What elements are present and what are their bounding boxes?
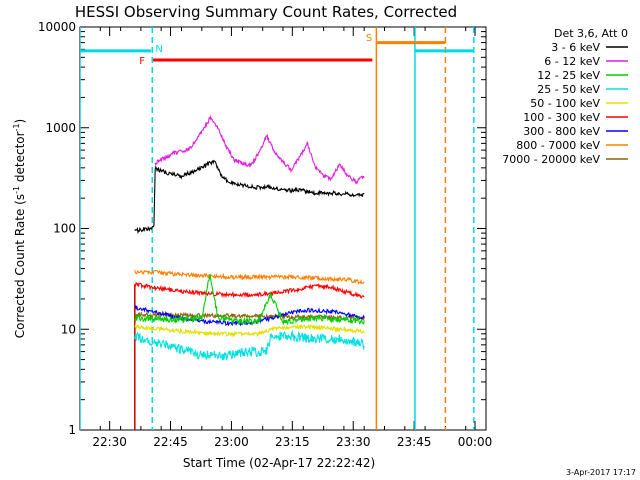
flag-label-N: N xyxy=(155,44,162,55)
series-line-100-300-keV xyxy=(134,281,365,299)
y-tick-label: 10000 xyxy=(38,20,76,34)
legend-label: 6 - 12 keV xyxy=(544,55,600,68)
legend-label: 25 - 50 keV xyxy=(537,83,600,96)
y-axis-label-part: -1 xyxy=(12,186,21,194)
series-line-6-12-keV xyxy=(154,114,365,185)
legend-label: 7000 - 20000 keV xyxy=(502,153,600,166)
chart-title: HESSI Observing Summary Count Rates, Cor… xyxy=(75,3,457,21)
y-axis-label-part: Corrected Count Rate (s xyxy=(13,194,27,338)
y-axis-label: Corrected Count Rate (s-1 detector-1) xyxy=(12,119,27,338)
x-tick-label: 00:00 xyxy=(458,435,493,449)
series-line-50-100-keV xyxy=(134,323,365,338)
y-tick-label: 10 xyxy=(61,322,76,336)
legend-header: Det 3,6, Att 0 xyxy=(554,27,628,40)
legend-label: 300 - 800 keV xyxy=(523,125,600,138)
y-axis-label-part: ) xyxy=(13,119,27,124)
x-tick-label: 23:30 xyxy=(336,435,371,449)
legend-label: 50 - 100 keV xyxy=(530,97,600,110)
x-tick-label: 23:45 xyxy=(397,435,432,449)
y-tick-label: 100 xyxy=(53,222,76,236)
plot-area: 1 10 100 1000 10000 22:30 22:45 23:00 23:15 23:30… xyxy=(12,20,492,449)
series-line-800-7000-keV xyxy=(134,269,365,285)
legend-label: 3 - 6 keV xyxy=(551,41,600,54)
legend-label: 12 - 25 keV xyxy=(537,69,600,82)
x-tick-label: 23:15 xyxy=(275,435,310,449)
flag-label-S: S xyxy=(366,33,372,44)
y-tick-label: 1 xyxy=(68,423,76,437)
y-tick-label: 1000 xyxy=(45,121,76,135)
series-line-3-6-keV xyxy=(134,159,365,235)
plot-frame xyxy=(79,26,487,431)
footer-date: 3-Apr-2017 17:17 xyxy=(566,468,636,477)
y-axis-label-part: detector xyxy=(13,131,27,186)
flag-label-F: F xyxy=(139,56,145,67)
legend-label: 800 - 7000 keV xyxy=(516,139,600,152)
data-layer xyxy=(80,27,475,430)
x-tick-label: 22:30 xyxy=(92,435,127,449)
y-axis-label-part: -1 xyxy=(12,123,21,131)
series-line-12-25-keV xyxy=(134,274,365,326)
legend-label: 100 - 300 keV xyxy=(523,111,600,124)
x-tick-label: 23:00 xyxy=(214,435,249,449)
x-axis-label: Start Time (02-Apr-17 22:22:42) xyxy=(183,456,375,470)
series-line-25-50-keV xyxy=(134,329,365,361)
x-tick-label: 22:45 xyxy=(153,435,188,449)
